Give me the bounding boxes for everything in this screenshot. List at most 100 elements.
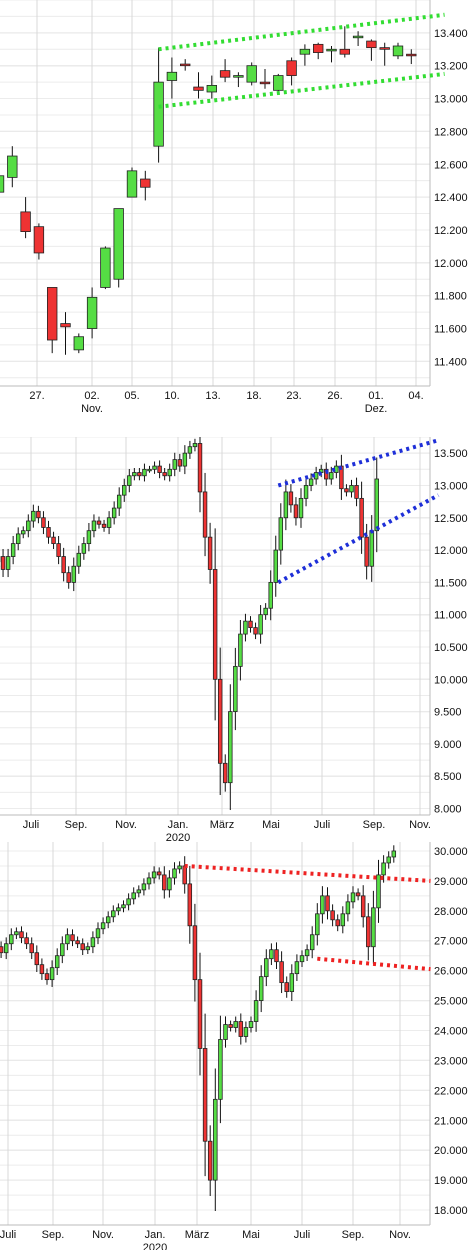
candle-body [187, 446, 193, 454]
candle-body [0, 556, 6, 570]
candle-body [113, 208, 124, 280]
candle-body [3, 943, 9, 954]
candle-body [288, 491, 294, 506]
candle-body [345, 901, 351, 915]
candle-body [268, 581, 273, 609]
candle-body [406, 53, 417, 57]
candle-body [86, 296, 98, 329]
candle-body [33, 226, 45, 254]
candle-body [197, 979, 203, 1049]
candle-body [75, 940, 80, 945]
candle-body [263, 607, 268, 616]
candle-body [258, 614, 263, 635]
y-tick-label: 28.000 [434, 906, 468, 918]
chart-2: 8.000 8.500 9.000 9.500 10.000 10.500 11.000 11… [0, 437, 468, 842]
x-tick-label: Mai [242, 1229, 260, 1241]
candle-body [246, 65, 257, 83]
candle-body [5, 556, 11, 570]
candle-body [284, 982, 289, 993]
candle-body [202, 1048, 208, 1142]
candle-body [243, 620, 248, 635]
candle-body [259, 81, 271, 85]
candle-body [177, 459, 183, 467]
candle-body [206, 85, 217, 93]
candle-body [85, 946, 91, 951]
candle-body [100, 247, 111, 288]
candle-body [279, 961, 284, 984]
candle-body [223, 1024, 228, 1040]
candle-body [192, 443, 198, 448]
candle-body [315, 913, 320, 936]
chart-1: 11.400 11.600 11.800 12.000 12.200 12.400 12.6… [0, 0, 468, 415]
candle-body [360, 895, 366, 918]
candle-body [273, 75, 284, 91]
x-tick-label: Sep. [342, 1229, 365, 1241]
candle-body [303, 485, 309, 499]
y-tick-label: 8.000 [434, 804, 462, 816]
x-tick-label: Nov. [409, 819, 431, 831]
candle-body [233, 75, 244, 78]
candle-body [371, 907, 376, 948]
x-tick-label: Sep. [65, 819, 88, 831]
candle-body [298, 497, 304, 519]
candle-body [207, 536, 213, 570]
x-tick-label: Sep. [363, 819, 386, 831]
candle-body [131, 892, 136, 900]
candle-body [379, 47, 390, 50]
candle-body [350, 892, 356, 903]
candle-body [156, 871, 162, 876]
candle-body [162, 874, 167, 891]
candle-body [366, 40, 377, 49]
candle-body [187, 883, 193, 927]
candle-body [217, 678, 223, 764]
candle-body [294, 961, 300, 975]
candle-body [91, 520, 97, 532]
candle-body [182, 452, 188, 467]
candle-body [325, 895, 330, 912]
candle-body [180, 63, 191, 67]
candle-body [61, 556, 66, 574]
candle-body [101, 523, 107, 528]
y-tick-label: 23.000 [434, 1055, 468, 1067]
candle-body [60, 323, 71, 328]
y-tick-label: 18.000 [434, 1205, 468, 1217]
x-tick-label: Nov. [92, 1229, 114, 1241]
candle-body [14, 931, 19, 936]
candle-body [136, 889, 142, 894]
candle-body [100, 922, 106, 930]
y-tick-label: 11.600 [434, 324, 467, 336]
candle-body [0, 175, 5, 193]
candle-body [248, 1021, 254, 1028]
y-tick-label: 10.000 [434, 674, 468, 686]
candle-body [391, 850, 397, 858]
candle-body [147, 468, 152, 472]
candle-body [90, 937, 96, 948]
candle-body [253, 1000, 259, 1022]
y-tick-label: 21.000 [434, 1115, 468, 1127]
candle-body [70, 934, 75, 942]
candle-body [141, 883, 147, 891]
candle-body [167, 877, 172, 891]
y-tick-label: 29.000 [434, 876, 468, 888]
y-tick-label: 30.000 [434, 846, 468, 858]
candle-body [386, 856, 391, 864]
candle-body [152, 465, 157, 470]
candle-body [46, 527, 51, 538]
trend-line [158, 12, 445, 52]
candle-body [326, 48, 337, 52]
candle-body [376, 874, 381, 909]
candle-body [116, 494, 122, 509]
candle-body [274, 949, 279, 963]
x-tick-label: Juli [23, 819, 40, 831]
y-tick-label: 19.000 [434, 1175, 468, 1187]
x-tick-label: 01. [368, 390, 383, 402]
chart-3: 18.000 19.000 20.000 21.000 22.000 23.000 24.0… [0, 842, 468, 1250]
y-tick-label: 13.500 [434, 448, 468, 460]
candle-body [80, 943, 85, 951]
candle-body [228, 1024, 233, 1028]
x-sublabel: Nov. [81, 403, 103, 415]
candle-body [248, 620, 253, 629]
x-tick-label: 02. [84, 390, 99, 402]
y-tick-label: 13.200 [434, 61, 468, 73]
y-tick-label: 11.500 [434, 577, 467, 589]
